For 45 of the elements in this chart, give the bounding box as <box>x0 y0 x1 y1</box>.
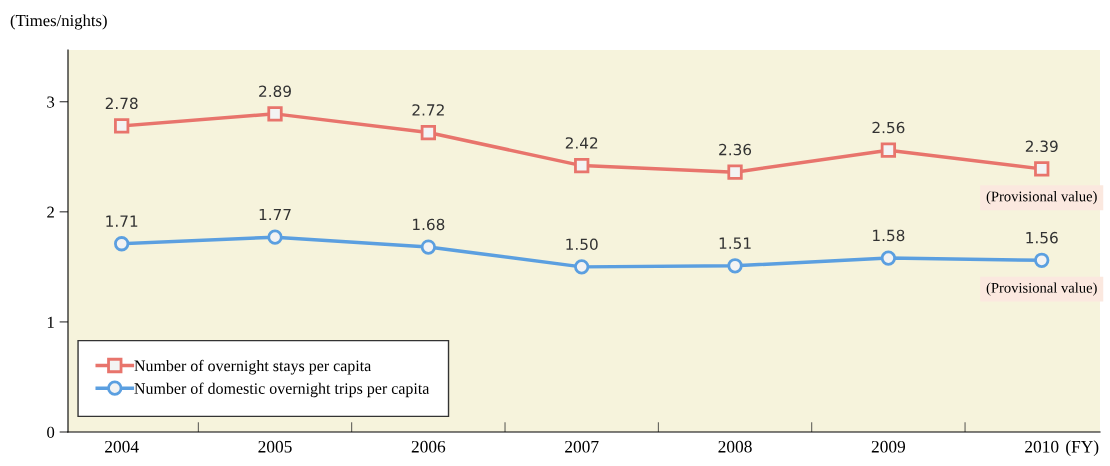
point <box>727 258 743 274</box>
annotation: (Provisional value) <box>986 191 1097 205</box>
x-axis-title: (FY) <box>1066 440 1099 457</box>
y-tick-label: 3 <box>47 96 55 108</box>
x-tick-label: 2009 <box>871 440 906 453</box>
data-label: 2.56 <box>872 121 905 134</box>
data-label: 2.89 <box>259 85 291 97</box>
data-label: 1.71 <box>106 215 138 227</box>
data-label: 1.77 <box>259 208 291 221</box>
x-tick-label: 2006 <box>411 440 446 453</box>
x-tick-label: 2010 <box>1025 440 1059 453</box>
data-label: 1.51 <box>719 237 751 249</box>
y-axis-title: (Times/nights) <box>10 14 107 30</box>
point <box>420 124 436 141</box>
data-label: 1.58 <box>873 229 905 242</box>
point <box>880 142 897 158</box>
point <box>114 236 130 252</box>
data-label: 1.68 <box>413 218 445 231</box>
y-tick-label: 0 <box>47 426 55 438</box>
data-label: 2.72 <box>412 104 444 116</box>
point <box>880 250 897 266</box>
data-label: 1.56 <box>1026 231 1058 244</box>
y-tick-label: 2 <box>47 206 54 218</box>
point <box>267 106 283 122</box>
point <box>1034 161 1050 177</box>
x-tick-label: 2004 <box>105 440 139 453</box>
point <box>727 164 743 180</box>
x-tick-label: 2005 <box>258 440 292 453</box>
point <box>574 259 590 275</box>
data-label: 2.42 <box>565 137 598 149</box>
x-tick-label: 2007 <box>565 440 599 453</box>
point <box>574 157 590 174</box>
point <box>114 118 130 134</box>
point <box>267 229 283 245</box>
data-label: 2.39 <box>1025 140 1058 153</box>
data-label: 2.36 <box>719 143 752 156</box>
y-tick-label: 1 <box>47 316 54 328</box>
annotation: (Provisional value) <box>986 282 1097 296</box>
x-tick-label: 2008 <box>718 440 752 453</box>
data-label: 2.78 <box>105 97 138 110</box>
legend-label: Number of domestic overnight trips per capita <box>134 382 430 398</box>
point <box>420 239 436 255</box>
legend-label: Number of overnight stays per capita <box>134 359 372 375</box>
point <box>1034 252 1050 268</box>
data-label: 1.50 <box>566 238 598 251</box>
